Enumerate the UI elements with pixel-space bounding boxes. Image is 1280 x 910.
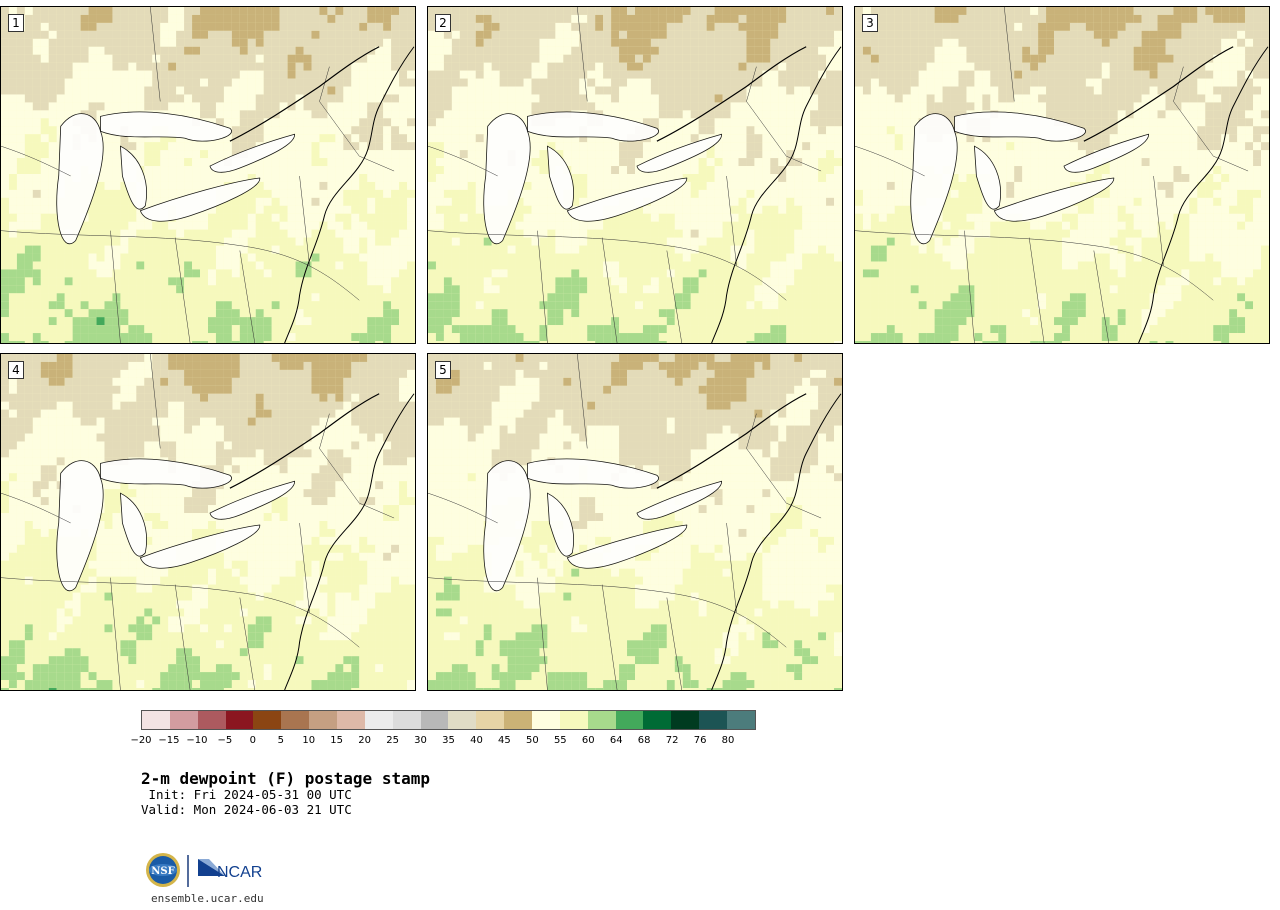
member-label: 4: [8, 361, 24, 379]
colorbar-tick-label: −5: [217, 735, 233, 746]
colorbar-swatch: [448, 711, 477, 729]
colorbar-tick-label: 68: [637, 735, 651, 746]
colorbar-ticks: −20 −15 −10 −5 0 5 10 15 20 25 30 35 40 45 50 55 60 64 68 7…: [130, 735, 756, 749]
colorbar: [141, 710, 756, 730]
map-panel-2[interactable]: 2: [427, 6, 843, 344]
colorbar-tick-label: 30: [414, 735, 427, 746]
colorbar-tick-label: 20: [358, 735, 371, 746]
colorbar-swatch: [476, 711, 505, 729]
colorbar-tick-label: 5: [277, 735, 284, 746]
colorbar-tick-label: −20: [130, 735, 152, 746]
dewpoint-field: [855, 7, 1269, 343]
colorbar-tick-label: 72: [665, 735, 679, 746]
colorbar-tick-label: 60: [581, 735, 595, 746]
colorbar-tick-label: 80: [721, 735, 735, 746]
colorbar-swatch: [504, 711, 533, 729]
colorbar-tick-label: 15: [330, 735, 344, 746]
dewpoint-field: [1, 354, 415, 690]
member-label: 1: [8, 14, 24, 32]
colorbar-tick-label: 40: [470, 735, 483, 746]
init-time: Init: Fri 2024-05-31 00 UTC: [141, 787, 352, 802]
colorbar-swatch: [559, 711, 588, 729]
colorbar-tick-label: 64: [609, 735, 623, 746]
colorbar-swatch: [364, 711, 393, 729]
map-panel-3[interactable]: 3: [854, 6, 1270, 344]
colorbar-tick-label: 50: [525, 735, 539, 746]
colorbar-swatch: [225, 711, 254, 729]
colorbar-swatch: [281, 711, 310, 729]
map-panel-1[interactable]: 1: [0, 6, 416, 344]
product-title: 2-m dewpoint (F) postage stamp: [141, 769, 430, 788]
valid-time: Valid: Mon 2024-06-03 21 UTC: [141, 802, 352, 817]
colorbar-swatch: [142, 711, 170, 729]
dewpoint-field: [428, 354, 842, 690]
colorbar-swatch: [671, 711, 700, 729]
colorbar-swatch: [309, 711, 338, 729]
dewpoint-field: [428, 7, 842, 343]
colorbar-tick-label: 55: [553, 735, 567, 746]
colorbar-swatch: [643, 711, 672, 729]
colorbar-tick-label: −10: [186, 735, 208, 746]
colorbar-swatch: [727, 711, 755, 729]
colorbar-swatch: [392, 711, 421, 729]
colorbar-tick-label: −15: [158, 735, 180, 746]
colorbar-tick-label: 25: [386, 735, 399, 746]
map-panel-4[interactable]: 4: [0, 353, 416, 691]
colorbar-swatch: [337, 711, 365, 729]
colorbar-swatch: [253, 711, 282, 729]
colorbar-swatch: [197, 711, 226, 729]
colorbar-tick-label: 35: [442, 735, 455, 746]
member-label: 3: [862, 14, 878, 32]
colorbar-tick-label: 76: [693, 735, 707, 746]
dewpoint-field: [1, 7, 415, 343]
colorbar-swatch: [169, 711, 198, 729]
colorbar-tick-label: 10: [302, 735, 316, 746]
colorbar-swatch: [699, 711, 728, 729]
nsf-ncar-logo[interactable]: NSF NCAR: [145, 851, 275, 891]
member-label: 2: [435, 14, 451, 32]
colorbar-tick-label: 0: [249, 735, 256, 746]
map-panel-5[interactable]: 5: [427, 353, 843, 691]
website-link[interactable]: ensemble.ucar.edu: [151, 892, 264, 905]
colorbar-swatch: [420, 711, 449, 729]
member-label: 5: [435, 361, 451, 379]
colorbar-swatch: [615, 711, 644, 729]
colorbar-swatch: [587, 711, 616, 729]
colorbar-tick-label: 45: [498, 735, 511, 746]
colorbar-swatch: [532, 711, 560, 729]
